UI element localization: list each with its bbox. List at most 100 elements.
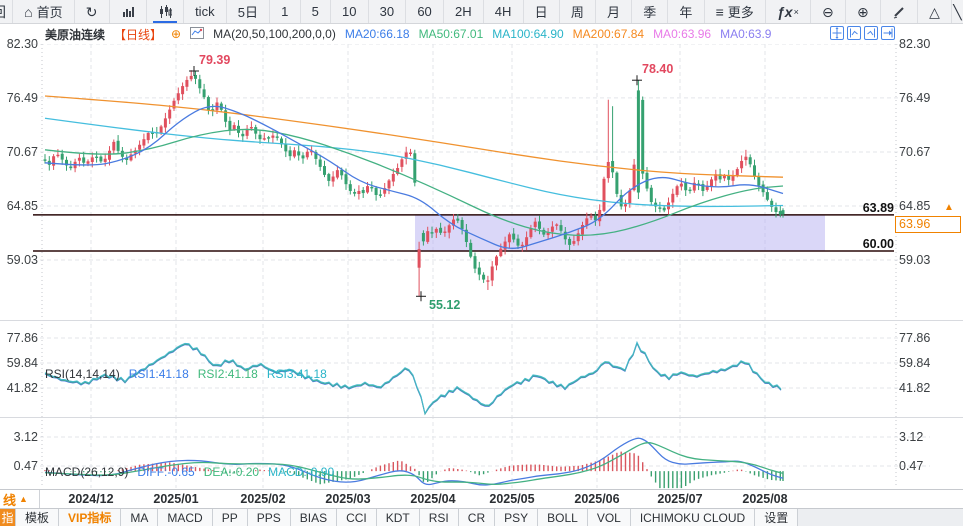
line-tool-dropdown[interactable]: 线 ▲ [0,490,40,508]
add-indicator-icon[interactable]: ⊕ [171,27,182,41]
period-year-button[interactable]: 年 [668,0,705,23]
tab-macd[interactable]: MACD [158,509,213,526]
month-label: 2025/05 [489,492,535,506]
month-label: 2025/02 [240,492,286,506]
chart-type-bar-button[interactable] [110,0,147,23]
tab-vip指标[interactable]: VIP指标 [59,509,122,526]
zoom-in-button[interactable]: ⊕ [846,0,881,23]
period-month-button-label: 月 [607,5,621,20]
price-tick-left: 59.03 [6,253,38,267]
nav-back-partial: 回 [0,0,13,23]
macd-tick-right: 3.12 [899,430,924,444]
home-button[interactable]: ⌂ 首页 [13,0,75,23]
month-label: 2025/01 [153,492,199,506]
scale-right-axis-icon[interactable] [864,26,878,40]
period-1min-button-label: 1 [281,4,289,19]
chart-legend: 美原油连续 【日线】 ⊕ MA(20,50,100,200,0,0) MA20:66.1… [45,24,771,44]
zoom-out-button[interactable]: ⊖ [811,0,846,23]
zoom-out-icon: ⊖ [822,3,834,20]
price-chart-canvas[interactable] [0,44,963,489]
fx-x-mark: × [793,6,799,17]
ma20-line [44,105,784,249]
pan-move-icon[interactable] [830,26,844,40]
period-5d-button-label: 5日 [237,5,258,20]
tab-设置[interactable]: 设置 [755,509,799,526]
last-price-box: 63.96 [895,216,961,234]
tab-vol[interactable]: VOL [587,509,631,526]
low-price-annotation: 55.12 [429,298,461,313]
tab-cr[interactable]: CR [458,509,496,526]
rsi1-value: RSI1:41.18 [128,367,189,381]
tab-pps[interactable]: PPS [247,509,291,526]
tab-kdt[interactable]: KDT [376,509,420,526]
tab-rsi[interactable]: RSI [419,509,459,526]
price-tick-left: 82.30 [6,37,38,51]
rsi-tick-right: 59.84 [899,356,931,370]
shape-tool-button[interactable]: △ [918,0,952,23]
scale-left-axis-icon[interactable] [847,26,861,40]
price-tick-right: 76.49 [899,90,931,105]
refresh-icon: ↻ [85,3,98,20]
chart-area[interactable]: 82.30 82.30 76.49 76.49 70.67 70.67 64.85 64.85… [0,37,963,526]
period-week-button-label: 周 [570,5,584,20]
draw-button[interactable] [881,0,918,23]
indicator-tabbar: 指模板 VIP指标 MA MACD PP PPS BIAS CCI KDT RSI CR PSY BOL… [0,508,963,526]
more-button[interactable]: ≡ 更多 [705,0,766,23]
tab-bias[interactable]: BIAS [290,509,338,526]
fx-indicator-button[interactable]: ƒx × [766,0,811,23]
period-5min-button[interactable]: 5 [301,0,331,23]
tab-cci[interactable]: CCI [337,509,377,526]
fx-icon: ƒx [777,3,793,20]
refresh-button[interactable]: ↻ [75,0,110,23]
home-button-label: 首页 [36,5,63,20]
caret-up-icon: ▲ [19,494,28,504]
period-5min-button-label: 5 [311,4,319,19]
period-30min-button[interactable]: 30 [369,0,407,23]
price-tick-left: 70.67 [6,144,38,159]
period-10min-button[interactable]: 10 [331,0,369,23]
period-4h-button-label: 4H [494,4,512,19]
period-quarter-button[interactable]: 季 [632,0,669,23]
diff-value: DIFF:-0.65 [137,465,195,479]
macd-tick-left: 0.47 [13,459,38,473]
period-2h-button[interactable]: 2H [444,0,484,23]
chart-type-candle-button[interactable] [147,0,184,23]
indicator-tab-partial[interactable]: 指 [0,509,16,526]
month-label: 2025/06 [574,492,620,506]
period-1min-button[interactable]: 1 [270,0,301,23]
period-quarter-button-label: 季 [643,5,657,20]
go-to-latest-icon[interactable] [881,26,895,40]
period-5d-button[interactable]: 5日 [227,0,271,23]
rsi3-value: RSI3:41.18 [266,367,327,381]
tab-模板[interactable]: 模板 [16,509,60,526]
shape-tool-icon: △ [929,3,940,20]
macd-title: MACD(26,12,9) [45,465,129,479]
ma100-line [44,117,784,208]
dea-line [44,442,784,486]
rsi-legend: RSI(14,14,14) RSI1:41.18 RSI2:41.18 RSI3:41… [45,367,327,381]
price-up-arrow-icon: ▲ [944,202,954,214]
tab-ma[interactable]: MA [121,509,159,526]
rsi2-value: RSI2:41.18 [197,367,258,381]
period-tick-button[interactable]: tick [184,0,227,23]
period-week-button[interactable]: 周 [560,0,596,23]
tab-ichimoku-cloud[interactable]: ICHIMOKU CLOUD [630,509,756,526]
tab-pp[interactable]: PP [212,509,248,526]
time-axis: 线 ▲ 2024/12 2025/01 2025/02 2025/03 2025/04 202… [0,489,963,508]
period-tick-button-label: tick [195,4,215,19]
rsi-tick-left: 59.84 [6,356,38,370]
period-4h-button[interactable]: 4H [484,0,524,23]
period-day-button[interactable]: 日 [524,0,560,23]
rsi-title: RSI(14,14,14) [45,367,120,381]
candles [43,70,785,297]
tab-psy[interactable]: PSY [495,509,539,526]
shape-tool-partial-icon: ╲ [953,3,962,20]
high-price-annotation: 79.39 [199,53,231,67]
period-60min-button[interactable]: 60 [406,0,444,23]
month-label: 2024/12 [68,492,114,506]
tab-boll[interactable]: BOLL [538,509,588,526]
shape-tool-partial: ╲ [952,0,963,23]
period-month-button[interactable]: 月 [596,0,633,23]
month-label: 2025/08 [742,492,788,506]
period-year-button-label: 年 [679,5,693,20]
